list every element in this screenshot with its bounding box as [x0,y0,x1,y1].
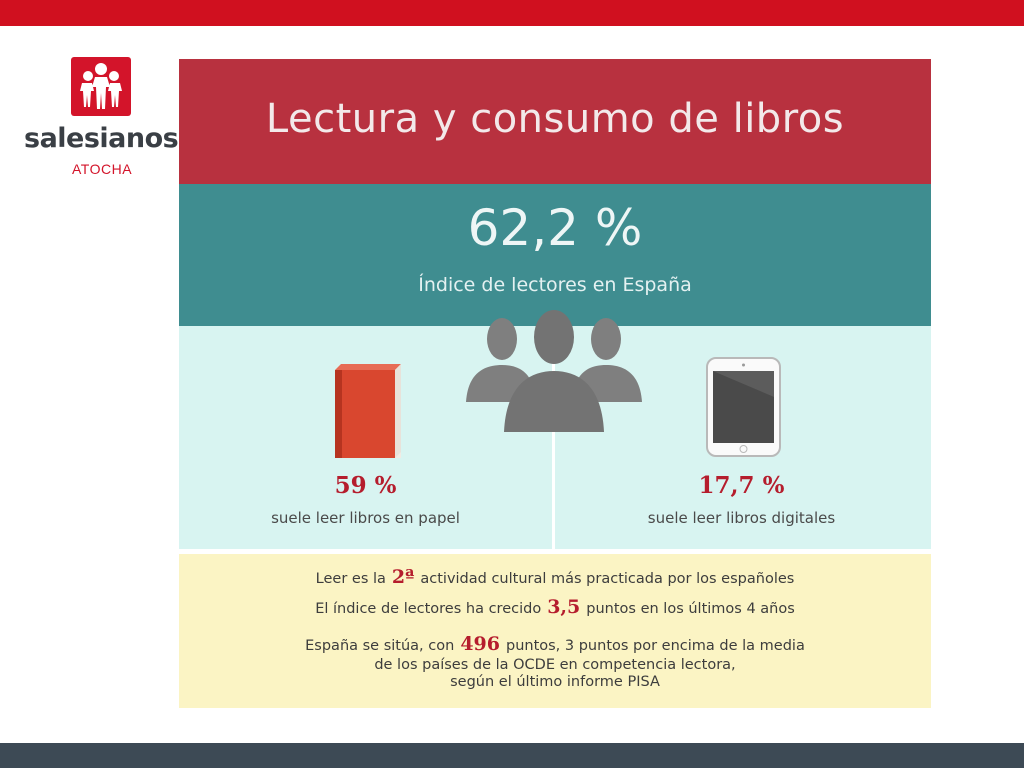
logo-brand-text: salesianos [24,123,179,154]
logo-location-text: ATOCHA [72,161,133,177]
fact-3-highlight: 496 [460,633,500,655]
fact-1-pre: Leer es la [315,571,386,587]
fact-1-highlight: 2ª [391,566,415,588]
paper-label: suele leer libros en papel [271,509,460,527]
infographic: Lectura y consumo de libros 62,2 % Índic… [179,59,931,708]
fact-3-pre: España se sitúa, con [305,638,455,654]
fact-3-line-3: según el último informe PISA [450,674,660,690]
infographic-title: Lectura y consumo de libros [265,96,845,142]
book-icon [329,364,404,459]
salesianos-logo-icon [71,57,131,116]
stats-divider [552,326,555,549]
tablet-icon [706,357,781,457]
salesianos-logo: salesianos ATOCHA [24,57,179,182]
fact-2: El índice de lectores ha crecido 3,5 punto… [179,596,931,618]
fact-2-highlight: 3,5 [547,596,581,618]
top-red-bar [0,0,1024,26]
paper-value: 59 % [334,472,397,499]
fact-3: España se sitúa, con 496 puntos, 3 puntos … [179,633,931,655]
fact-2-post: puntos en los últimos 4 años [586,601,795,617]
fact-1: Leer es la 2ª actividad cultural más pract… [179,566,931,588]
title-band [179,59,931,184]
fact-1-post: actividad cultural más practicada por lo… [420,571,795,587]
people-icon [464,307,644,437]
fact-2-pre: El índice de lectores ha crecido [315,601,542,617]
fact-3-post: puntos, 3 puntos por encima de la media [505,638,805,654]
headline-label: Índice de lectores en España [418,274,692,296]
facts-panel [179,554,931,708]
panel-gap [179,549,931,554]
headline-value: 62,2 % [467,199,643,257]
fact-3-line-2: de los países de la OCDE en competencia … [374,657,736,673]
digital-value: 17,7 % [698,472,785,499]
bottom-slate-bar [0,743,1024,768]
headline-band [179,184,931,326]
digital-label: suele leer libros digitales [647,509,836,527]
